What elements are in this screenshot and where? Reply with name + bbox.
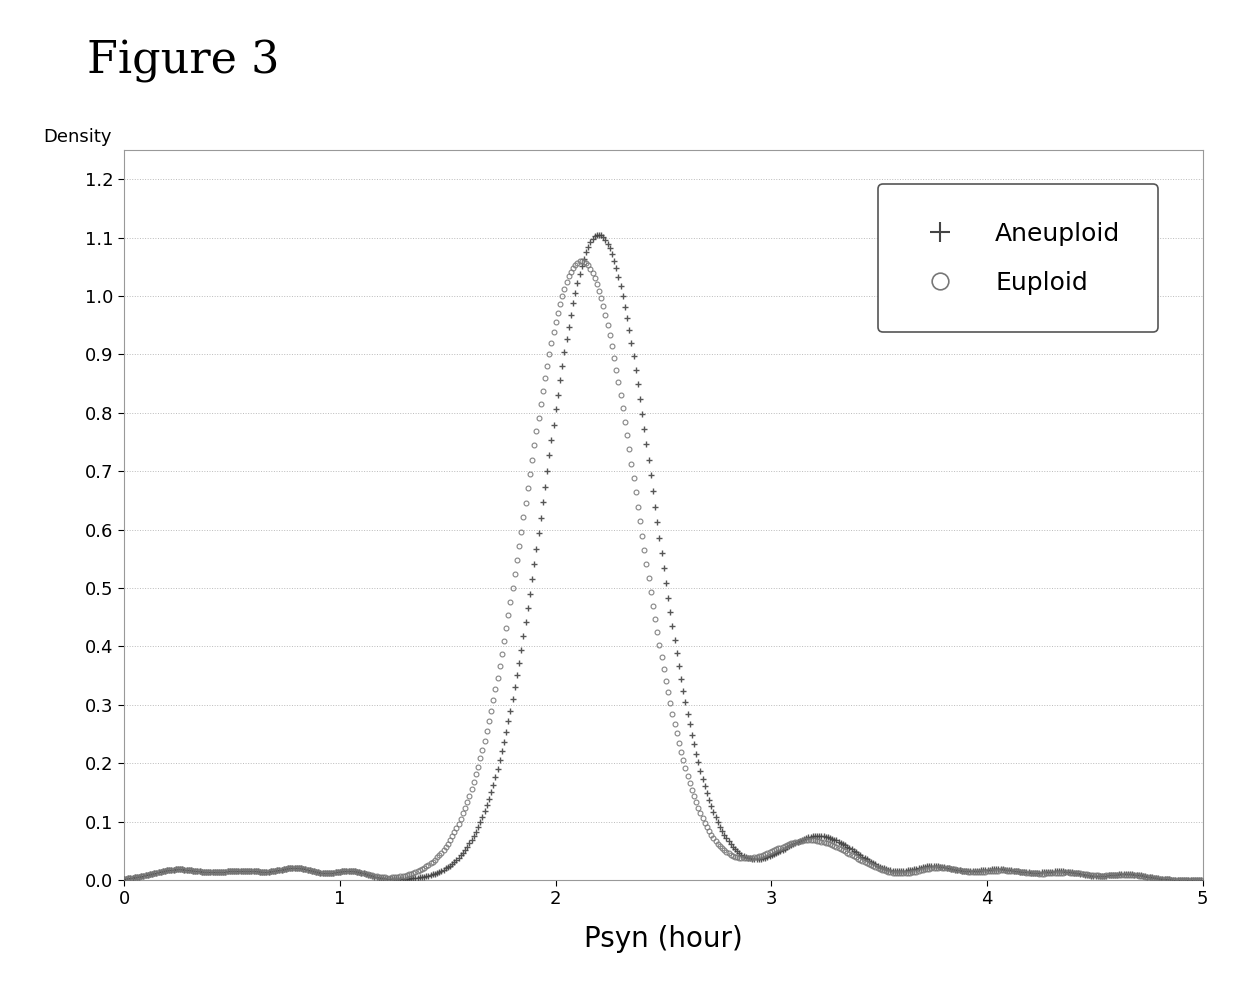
Line: Aneuploid: Aneuploid: [120, 232, 1207, 883]
Aneuploid: [117, 873, 131, 885]
Aneuploid: [1195, 874, 1210, 886]
Euploid: [117, 873, 131, 885]
Aneuploid: [200, 866, 215, 878]
Euploid: [616, 411, 631, 423]
Aneuploid: [616, 297, 631, 309]
Euploid: [244, 865, 259, 877]
Text: Figure 3: Figure 3: [87, 40, 279, 83]
Aneuploid: [591, 229, 606, 241]
Aneuploid: [244, 865, 259, 877]
X-axis label: Psyn (hour): Psyn (hour): [584, 925, 743, 953]
Euploid: [732, 852, 746, 864]
Euploid: [598, 306, 613, 318]
Euploid: [1195, 874, 1210, 886]
Legend: Aneuploid, Euploid: Aneuploid, Euploid: [878, 184, 1158, 332]
Aneuploid: [598, 233, 613, 245]
Euploid: [574, 255, 589, 267]
Line: Euploid: Euploid: [122, 259, 1205, 882]
Text: Density: Density: [43, 128, 112, 146]
Aneuploid: [732, 846, 746, 858]
Euploid: [200, 866, 215, 878]
Aneuploid: [574, 260, 589, 272]
Euploid: [575, 255, 590, 267]
